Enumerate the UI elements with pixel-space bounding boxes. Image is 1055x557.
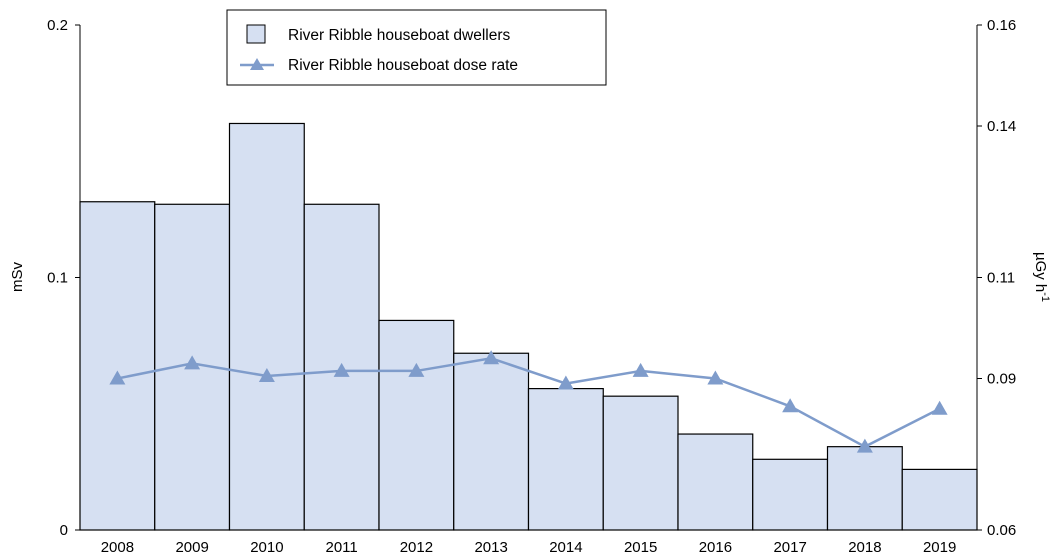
legend: River Ribble houseboat dwellers River Ri…: [226, 9, 607, 86]
legend-line-label: River Ribble houseboat dose rate: [288, 57, 518, 74]
left-tick-label: 0.2: [47, 17, 68, 34]
x-tick-label-2012: 2012: [400, 539, 433, 556]
right-tick-label: 0.14: [987, 118, 1016, 135]
y2-axis-title: µGy h-1: [1032, 252, 1051, 302]
right-tick-label: 0.06: [987, 522, 1016, 539]
x-tick-label-2019: 2019: [923, 539, 956, 556]
y2-axis-title-main: µGy h: [1032, 252, 1049, 292]
legend-frame: [226, 9, 607, 86]
dose-rate-point-2015: [632, 362, 649, 377]
left-tick-label: 0.1: [47, 270, 68, 287]
dose-rate-point-2009: [184, 355, 201, 370]
right-tick-label: 0.11: [987, 270, 1015, 287]
bar-2016: [677, 433, 754, 531]
y-axis-title: mSv: [9, 262, 26, 293]
dose-rate-point-2019: [931, 400, 948, 415]
bar-2018: [826, 446, 903, 531]
left-tick-labels: 0 0.1 0.2: [47, 17, 80, 539]
x-tick-label-2015: 2015: [624, 539, 657, 556]
bar-2008: [79, 201, 156, 531]
right-tick-label: 0.16: [987, 17, 1016, 34]
bar-2012: [378, 319, 455, 531]
dose-rate-point-2018: [856, 438, 873, 453]
dose-rate-point-2011: [333, 362, 350, 377]
bar-2019: [901, 468, 978, 531]
x-tick-label-2011: 2011: [325, 539, 357, 556]
legend-bar-label: River Ribble houseboat dwellers: [288, 27, 511, 44]
bars-layer: [79, 122, 978, 531]
bar-2017: [752, 458, 829, 531]
x-tick-label-2014: 2014: [549, 539, 582, 556]
legend-bar-swatch: [246, 24, 266, 44]
dose-rate-point-2013: [483, 350, 500, 365]
legend-triangle-marker: [250, 58, 264, 70]
bar-2013: [453, 352, 530, 531]
x-tick-label-2008: 2008: [101, 539, 134, 556]
left-tick-label: 0: [60, 522, 68, 539]
x-tick-label-2013: 2013: [474, 539, 507, 556]
dose-rate-point-2010: [258, 367, 275, 382]
bar-2010: [228, 122, 305, 531]
x-tick-labels: 2008 2009 2010 2011 2012 2013 2014 2015 2016 2017…: [101, 539, 957, 556]
dose-rate-point-2012: [408, 362, 425, 377]
bar-2014: [527, 388, 604, 531]
dose-rate-point-2008: [109, 370, 126, 385]
x-tick-label-2009: 2009: [175, 539, 208, 556]
x-tick-label-2017: 2017: [773, 539, 806, 556]
dose-rate-line: [117, 357, 941, 449]
dose-rate-point-2014: [557, 375, 574, 390]
right-tick-labels: 0.06 0.09 0.11 0.14 0.16: [977, 17, 1016, 539]
line-layer: [109, 350, 948, 453]
right-tick-label: 0.09: [987, 371, 1016, 388]
bar-2015: [602, 395, 679, 531]
x-tick-label-2018: 2018: [848, 539, 881, 556]
y2-axis-title-sup: -1: [1039, 292, 1051, 302]
dose-rate-point-2016: [707, 370, 724, 385]
x-tick-label-2010: 2010: [250, 539, 283, 556]
dose-rate-point-2017: [782, 398, 799, 413]
x-tick-label-2016: 2016: [699, 539, 732, 556]
